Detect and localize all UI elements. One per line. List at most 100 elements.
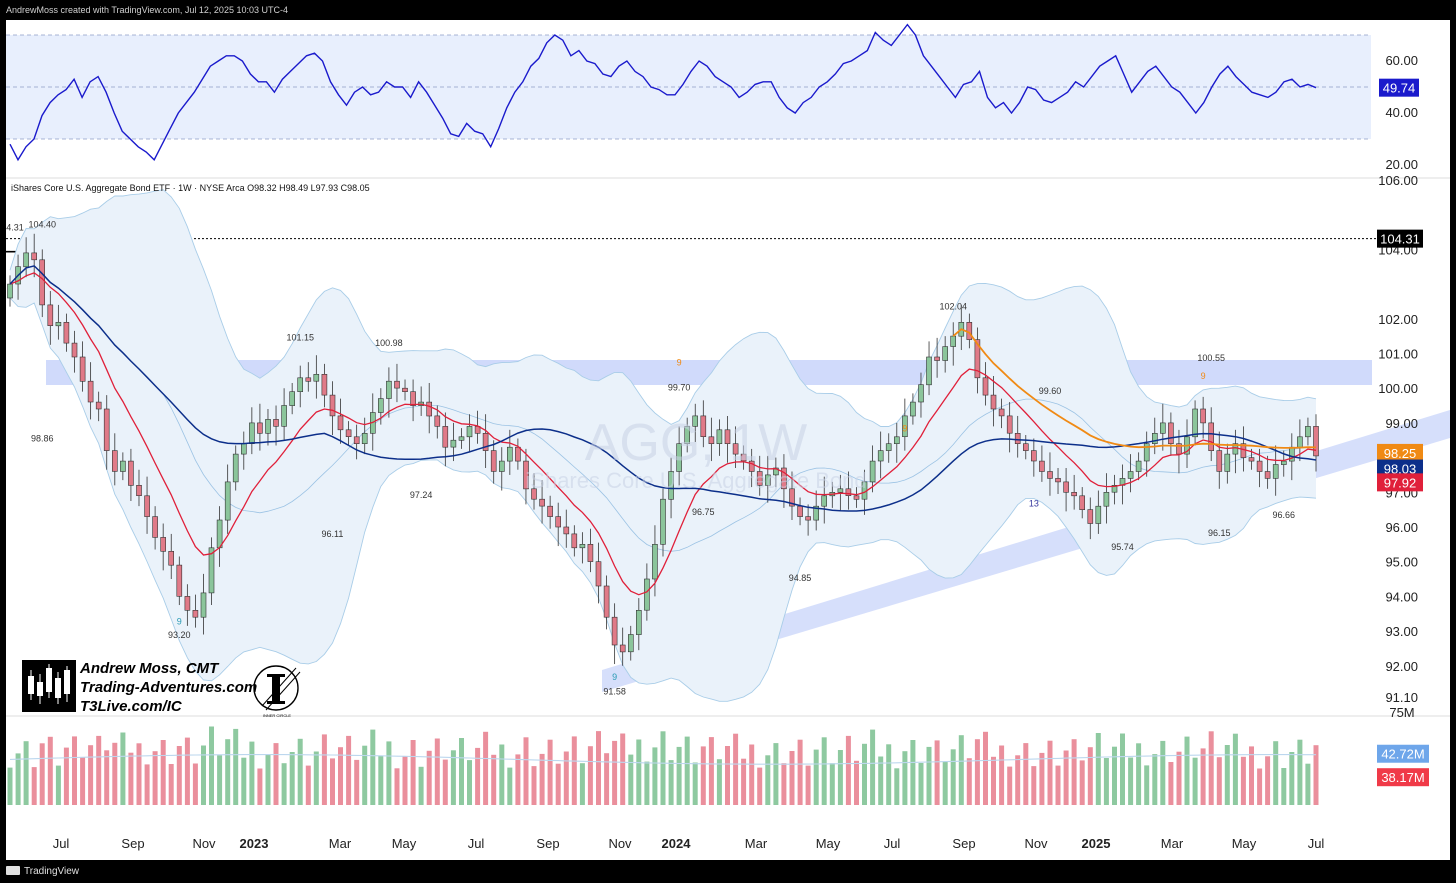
candle-body [982, 377, 989, 396]
candle-body [160, 537, 166, 552]
volume-bar [1007, 766, 1013, 805]
volume-bar [1176, 751, 1182, 805]
volume-bar [233, 728, 239, 805]
candle-body [313, 373, 320, 382]
td-count-label: 9 [177, 616, 182, 626]
volume-bar [515, 754, 521, 805]
candle-body [466, 426, 473, 438]
candle-body [361, 432, 368, 444]
volume-bar [918, 763, 924, 805]
volume-bar [1249, 746, 1254, 805]
time-tick-label: Mar [1161, 836, 1184, 851]
candle-body [668, 471, 674, 500]
candle-body [547, 505, 553, 517]
volume-bar [983, 731, 988, 805]
pivot-label: 97.24 [410, 490, 433, 500]
volume-bar [579, 763, 585, 805]
candle-body [1079, 495, 1085, 510]
candle-body [603, 585, 610, 618]
candle-body [990, 394, 997, 410]
volume-bar [974, 739, 980, 805]
candle-body [531, 488, 537, 500]
volume-bar [692, 762, 698, 805]
volume-bar [96, 735, 102, 805]
candle-body [1200, 408, 1206, 424]
volume-bar [741, 758, 747, 805]
volume-bar [136, 743, 142, 805]
brand-site: Trading-Adventures.com [80, 679, 257, 696]
rsi-line [9, 23, 1317, 162]
pivot-label: 99.70 [668, 383, 691, 393]
volume-badge-down-label: 38.17M [1381, 770, 1424, 785]
volume-bar [878, 756, 884, 805]
volume-bar [837, 750, 843, 805]
candle-body [539, 498, 545, 507]
candle-body [1281, 460, 1287, 465]
volume-bar [281, 763, 287, 805]
candle-body [684, 426, 691, 444]
volume-bar [886, 744, 892, 805]
pivot-label: 96.11 [322, 529, 344, 539]
volume-bar [225, 739, 231, 805]
candle-body [966, 321, 973, 340]
candle-body [1152, 432, 1158, 444]
candle-body [644, 578, 650, 611]
candle-body [482, 432, 489, 451]
volume-bar [1144, 765, 1150, 805]
candle-body [756, 471, 763, 486]
volume-bar [257, 768, 263, 805]
volume-bar [273, 743, 279, 805]
volume-bar [1240, 756, 1246, 805]
pivot-label: 96.66 [1272, 510, 1295, 520]
rsi-pane[interactable]: 60.00 40.00 20.00 49.74 [6, 23, 1450, 179]
volume-bar [684, 736, 690, 805]
pivot-label: 104.40 [28, 220, 56, 230]
price-pane[interactable]: 104.31 104.40 98.86 93.20 101.15 96.11 100.98 9… [0, 189, 1450, 702]
volume-bar [845, 735, 851, 805]
volume-bar [80, 757, 86, 805]
candle-body [1022, 443, 1029, 451]
price-badge [1377, 229, 1423, 248]
volume-bar [39, 743, 45, 805]
price-tick-label: 101.00 [1378, 346, 1418, 361]
candle-body [813, 505, 820, 521]
candle-body [377, 398, 384, 413]
volume-bar [789, 751, 795, 805]
pivot-label: 96.15 [1208, 528, 1231, 538]
time-tick-label: Jul [468, 836, 485, 851]
candle-body [321, 373, 328, 396]
volume-bar [700, 746, 706, 805]
candle-body [128, 460, 134, 486]
candle-body [910, 401, 916, 417]
candle-body [402, 387, 408, 393]
volume-bar [1136, 743, 1142, 805]
volume-bar [555, 763, 561, 805]
volume-bar [305, 765, 311, 805]
volume-bar [1305, 763, 1311, 805]
candle-body [23, 252, 29, 268]
candle-body [1224, 453, 1231, 472]
candle-body [71, 342, 78, 358]
candle-body [144, 495, 150, 517]
time-tick-label: Jul [53, 836, 70, 851]
rsi-tick-label: 20.00 [1385, 157, 1418, 172]
volume-bar [160, 740, 166, 805]
volume-bar [1289, 752, 1295, 805]
candle-body [410, 391, 416, 406]
candle-body [241, 443, 247, 455]
pivot-label: 98.86 [31, 434, 54, 444]
candle-body [877, 450, 884, 462]
volume-bar [209, 726, 214, 805]
rsi-value-badge [1379, 78, 1419, 97]
candle-body [1014, 432, 1021, 444]
volume-bar [1265, 756, 1271, 805]
candle-body [1248, 457, 1255, 462]
volume-bar [249, 741, 255, 805]
candle-body [47, 304, 54, 326]
volume-bar [1128, 757, 1134, 805]
time-tick-label: Nov [608, 836, 632, 851]
volume-bar [1200, 748, 1206, 805]
